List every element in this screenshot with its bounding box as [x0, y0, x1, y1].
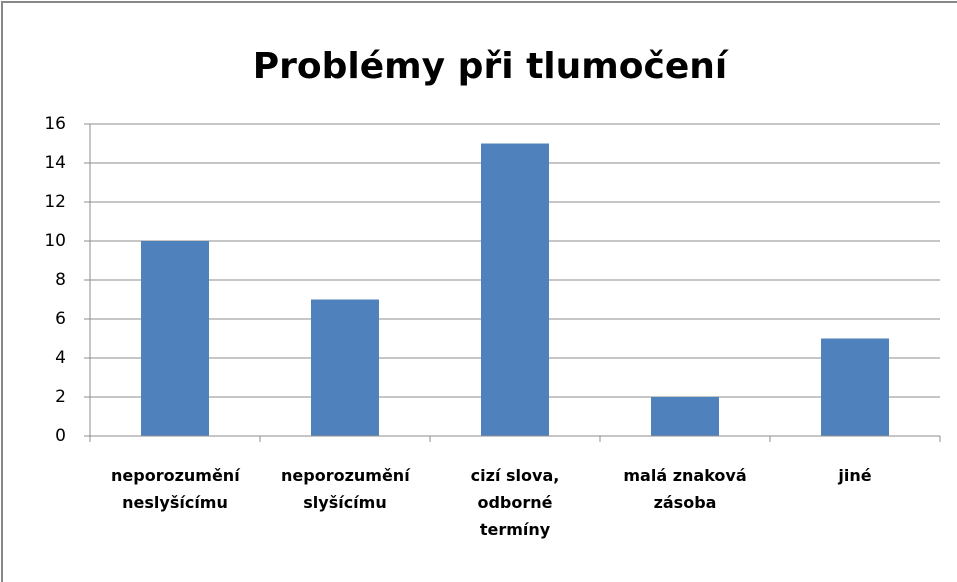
x-tick-label: neporozumění neslyšícímu [111, 466, 240, 512]
y-tick-label: 0 [55, 426, 66, 446]
chart-title: Problémy při tlumočení [253, 46, 729, 87]
y-tick-label: 2 [55, 387, 66, 407]
y-tick-label: 10 [44, 231, 66, 251]
x-tick-label: malá znaková zásoba [623, 466, 747, 512]
y-tick-label: 8 [55, 270, 66, 290]
bar [821, 338, 889, 436]
y-tick-label: 12 [44, 192, 66, 212]
x-tick-label: jiné [838, 466, 872, 485]
x-tick-label: cizí slova, odborné termíny [470, 466, 560, 539]
bar [311, 299, 379, 436]
bar [651, 397, 719, 436]
x-tick-label: neporozumění slyšícímu [281, 466, 410, 512]
bar [481, 143, 549, 436]
y-tick-label: 16 [44, 114, 66, 134]
y-tick-label: 6 [55, 309, 66, 329]
y-tick-label: 14 [44, 153, 66, 173]
bar [141, 241, 209, 436]
y-tick-label: 4 [55, 348, 66, 368]
